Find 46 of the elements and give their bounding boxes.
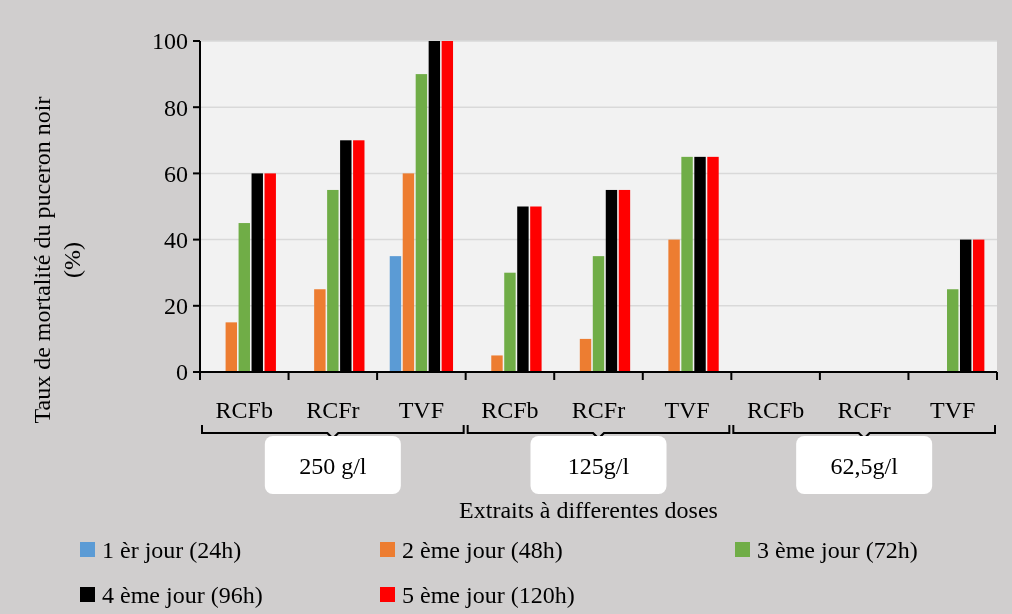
bar <box>389 256 402 372</box>
bar <box>491 355 503 372</box>
bar <box>225 322 238 372</box>
legend-label: 1 èr jour (24h) <box>102 537 242 564</box>
bar <box>681 156 693 372</box>
bar <box>402 173 415 372</box>
bar <box>504 272 516 372</box>
bar <box>579 338 592 372</box>
y-tick-label: 100 <box>152 28 188 55</box>
legend-label: 2 ème jour (48h) <box>402 537 563 564</box>
bar <box>353 140 365 372</box>
x-tick-label: RCFr <box>837 397 891 423</box>
text: 62,5g/l <box>830 453 899 479</box>
bar <box>668 239 680 372</box>
bar <box>618 189 631 372</box>
text: 125g/l <box>567 453 630 479</box>
y-axis-title: Taux de mortalité du puceron noir (%) <box>29 96 85 424</box>
legend-label: 3 ème jour (72h) <box>757 537 918 564</box>
bar <box>707 156 719 372</box>
x-tick-label: RCFr <box>306 397 360 423</box>
x-tick-label: RCFb <box>481 397 539 423</box>
bar <box>327 189 339 372</box>
y-tick-label: 20 <box>164 293 188 320</box>
bar <box>592 256 605 372</box>
legend-label: 5 ème jour (120h) <box>402 582 575 609</box>
x-tick-label: RCFr <box>571 397 626 423</box>
bar <box>238 223 250 372</box>
x-tick-label: TVF <box>664 397 710 423</box>
bar <box>530 206 542 372</box>
bar <box>314 289 326 372</box>
bar <box>947 289 959 372</box>
x-tick-label: TVF <box>398 397 445 423</box>
y-tick-label: 80 <box>164 94 188 121</box>
x-tick-label: TVF <box>930 397 976 423</box>
y-tick-label: 40 <box>164 227 188 253</box>
legend-label: 4 ème jour (96h) <box>102 582 263 609</box>
bar <box>415 74 428 372</box>
bar <box>441 41 454 372</box>
y-tick-label: 60 <box>164 160 188 187</box>
x-tick-label: RCFb <box>746 397 805 423</box>
x-axis-title: Extraits à differentes doses <box>459 497 718 523</box>
x-tick-label: RCFb <box>215 397 273 423</box>
text: 250 g/l <box>299 453 367 479</box>
y-tick-label: 0 <box>176 359 188 386</box>
bar <box>972 239 985 372</box>
bar <box>264 173 276 372</box>
